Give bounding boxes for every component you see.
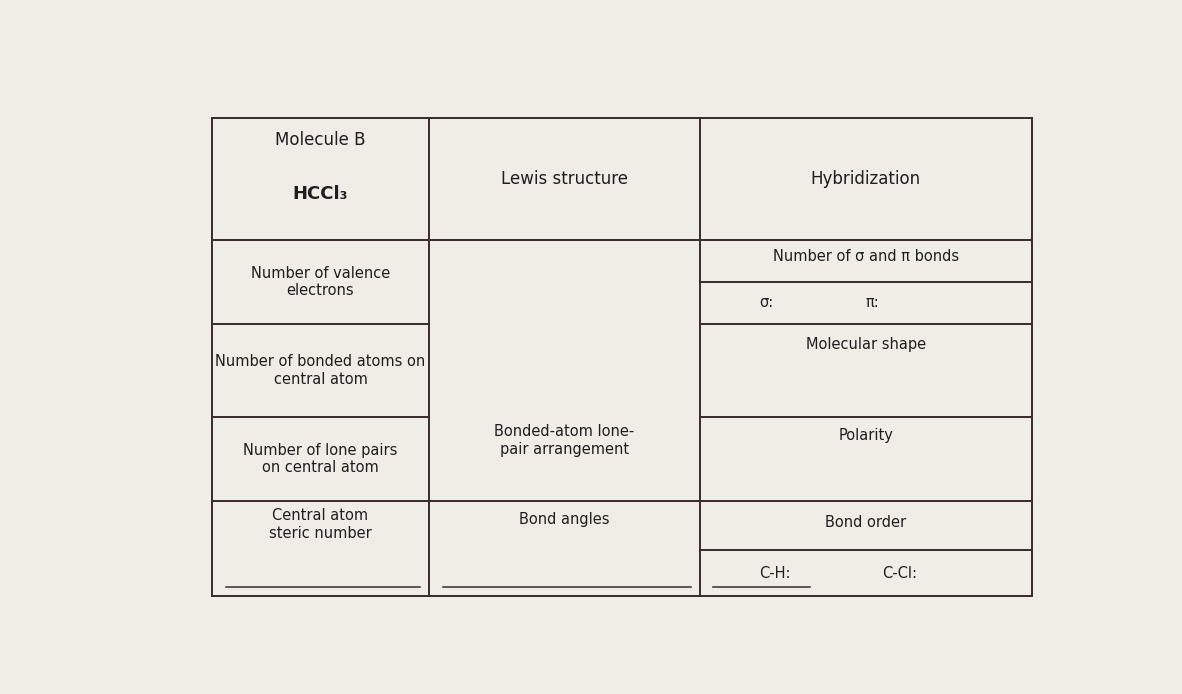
Text: Molecular shape: Molecular shape: [806, 337, 926, 352]
Text: Number of σ and π bonds: Number of σ and π bonds: [773, 249, 959, 264]
Text: π:: π:: [865, 295, 879, 310]
Text: Number of bonded atoms on
central atom: Number of bonded atoms on central atom: [215, 354, 426, 387]
Text: Bond order: Bond order: [825, 516, 907, 530]
Text: σ:: σ:: [760, 295, 774, 310]
Text: Number of lone pairs
on central atom: Number of lone pairs on central atom: [243, 443, 397, 475]
Text: HCCl₃: HCCl₃: [293, 185, 349, 203]
Text: Central atom
steric number: Central atom steric number: [269, 508, 372, 541]
Text: Polarity: Polarity: [838, 428, 894, 443]
Text: Molecule B: Molecule B: [275, 131, 365, 149]
Text: Bonded-atom lone-
pair arrangement: Bonded-atom lone- pair arrangement: [494, 424, 635, 457]
Text: C-H:: C-H:: [760, 566, 791, 581]
Text: Hybridization: Hybridization: [811, 170, 921, 188]
Text: Number of valence
electrons: Number of valence electrons: [251, 266, 390, 298]
Bar: [212, 118, 1032, 596]
Text: Bond angles: Bond angles: [519, 512, 610, 527]
Text: Lewis structure: Lewis structure: [501, 170, 628, 188]
Text: C-Cl:: C-Cl:: [882, 566, 917, 581]
